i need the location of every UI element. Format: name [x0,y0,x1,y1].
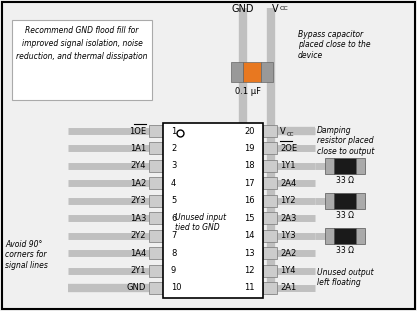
Bar [263,142,277,155]
Text: 5: 5 [171,196,176,205]
Bar [263,230,277,242]
Bar [356,193,365,209]
Bar [149,282,163,294]
Text: 33 Ω: 33 Ω [336,246,354,255]
Bar [149,142,163,155]
Bar [263,282,277,294]
Text: 1A3: 1A3 [130,214,146,223]
Bar [263,195,277,207]
Text: Damping
resistor placed
close to output: Damping resistor placed close to output [317,126,374,156]
Text: Unused output
left floating: Unused output left floating [317,268,374,287]
Bar [12,20,152,100]
Text: 1A4: 1A4 [130,248,146,258]
Bar [263,247,277,259]
Bar [149,265,163,276]
Bar [263,160,277,172]
Text: 10: 10 [171,284,181,293]
Text: V: V [280,127,286,136]
Text: 33 Ω: 33 Ω [336,211,354,220]
Text: 2A2: 2A2 [280,248,296,258]
Bar [149,212,163,224]
Text: 2: 2 [171,144,176,153]
Bar [263,125,277,137]
Text: 1A1: 1A1 [130,144,146,153]
Text: 6: 6 [171,214,176,223]
Text: 2Y1: 2Y1 [131,266,146,275]
Bar [334,193,356,209]
Bar [356,228,365,244]
Text: 16: 16 [244,196,255,205]
Bar [263,212,277,224]
Text: V: V [272,4,279,14]
Text: GND: GND [232,4,254,14]
Text: 15: 15 [244,214,255,223]
Bar [149,160,163,172]
Bar [163,123,263,298]
Text: 33 Ω: 33 Ω [336,176,354,185]
Text: 1A2: 1A2 [130,179,146,188]
Text: 2OE: 2OE [280,144,297,153]
Bar [149,195,163,207]
Bar [334,158,356,174]
Text: 1Y1: 1Y1 [280,161,296,170]
Text: 20: 20 [244,127,255,136]
Bar [325,158,334,174]
Text: Avoid 90°
corners for
signal lines: Avoid 90° corners for signal lines [5,240,48,270]
Text: 3: 3 [171,161,176,170]
Text: GND: GND [127,284,146,293]
Text: 2Y3: 2Y3 [131,196,146,205]
Text: 19: 19 [244,144,255,153]
Text: 8: 8 [171,248,176,258]
Text: 2A4: 2A4 [280,179,296,188]
Text: 0.1 µF: 0.1 µF [235,87,261,96]
Text: Unused input
tied to GND: Unused input tied to GND [175,213,226,232]
Text: 1Y2: 1Y2 [280,196,296,205]
Bar [231,62,243,82]
Text: 1Y4: 1Y4 [280,266,296,275]
Bar [263,177,277,189]
Bar [325,193,334,209]
Bar [149,177,163,189]
Text: 18: 18 [244,161,255,170]
Bar [149,230,163,242]
Text: 1Y3: 1Y3 [280,231,296,240]
Bar [261,62,273,82]
Bar [263,265,277,276]
Text: 2Y4: 2Y4 [131,161,146,170]
Text: 1OE: 1OE [129,127,146,136]
Text: 12: 12 [244,266,255,275]
Bar [149,125,163,137]
Bar [243,62,261,82]
Text: 2Y2: 2Y2 [131,231,146,240]
Text: 4: 4 [171,179,176,188]
Text: Recommend GND flood fill for
improved signal isolation, noise
reduction, and the: Recommend GND flood fill for improved si… [16,26,148,61]
Text: 7: 7 [171,231,176,240]
Text: Bypass capacitor
placed close to the
device: Bypass capacitor placed close to the dev… [298,30,371,60]
Text: 14: 14 [244,231,255,240]
Bar [325,228,334,244]
Text: 13: 13 [244,248,255,258]
Bar [149,247,163,259]
Text: 2A3: 2A3 [280,214,296,223]
Text: CC: CC [280,6,289,11]
Bar [356,158,365,174]
Text: 1: 1 [171,127,176,136]
Text: CC: CC [287,132,294,137]
Bar [334,228,356,244]
Text: 2A1: 2A1 [280,284,296,293]
Text: 11: 11 [244,284,255,293]
Text: 17: 17 [244,179,255,188]
Text: 9: 9 [171,266,176,275]
